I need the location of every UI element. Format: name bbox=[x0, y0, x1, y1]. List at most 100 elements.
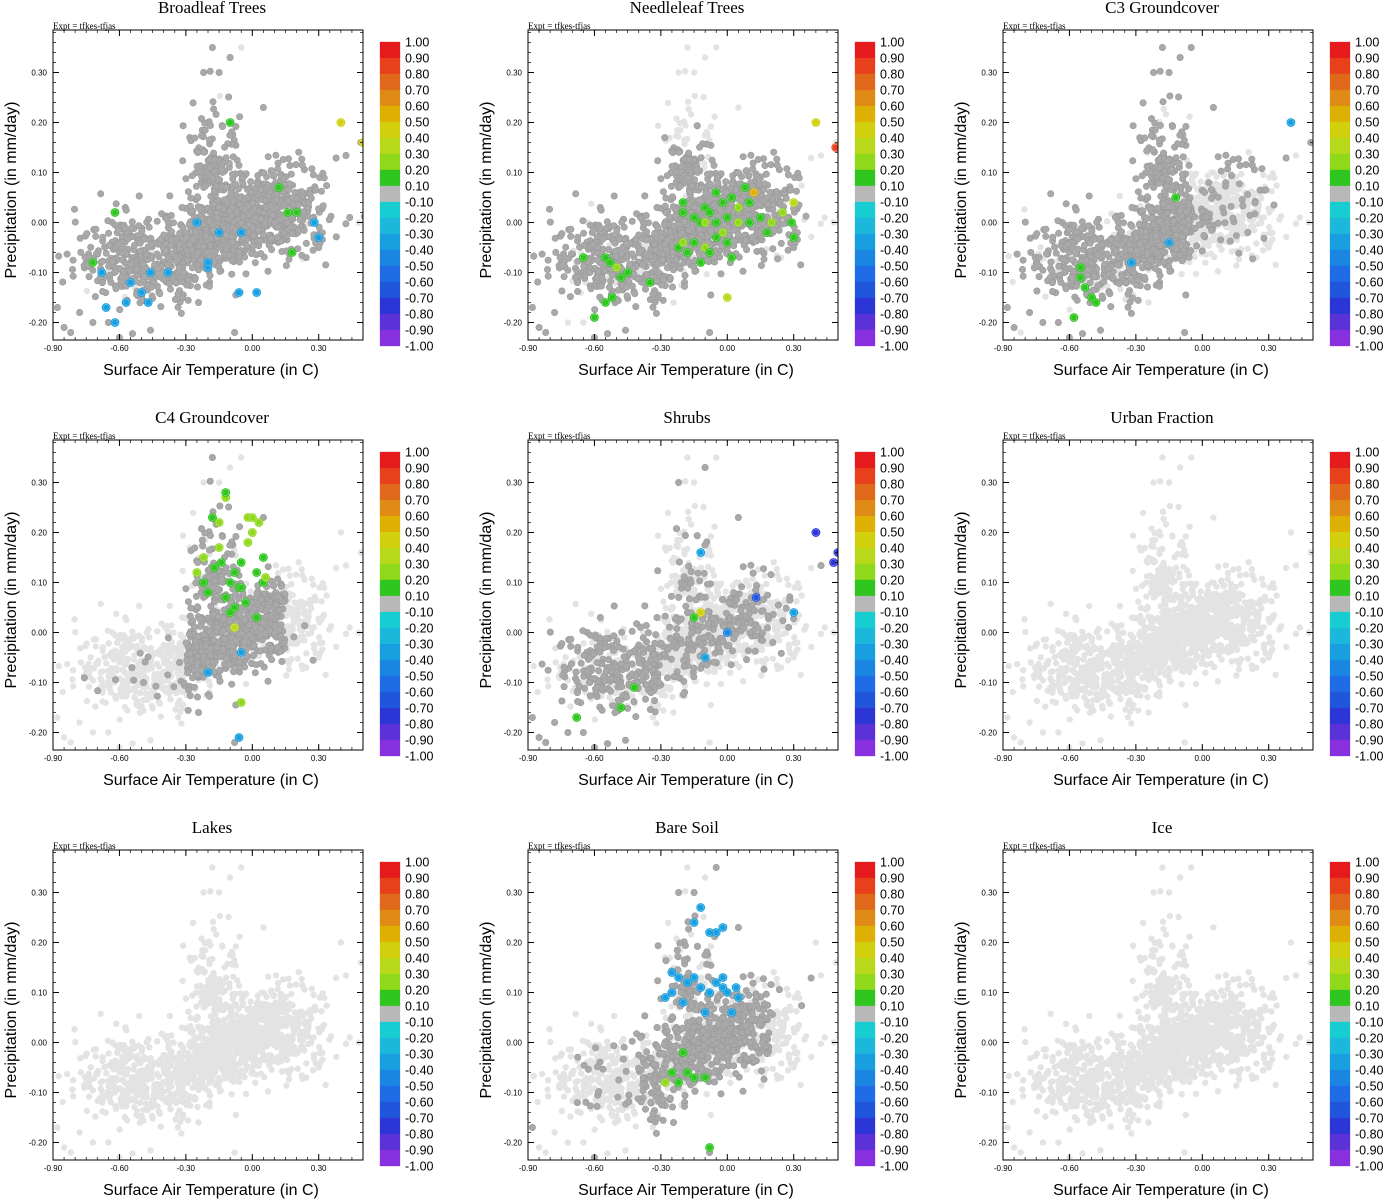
background-point bbox=[735, 104, 742, 111]
colorbar-label: -0.70 bbox=[405, 292, 434, 306]
colorbar-cell bbox=[379, 329, 401, 347]
x-tick-label: 0.00 bbox=[244, 344, 260, 353]
neutral-point bbox=[312, 186, 320, 194]
neutral-point bbox=[99, 287, 107, 295]
neutral-point bbox=[628, 217, 636, 225]
neutral-point bbox=[53, 303, 61, 311]
neutral-point bbox=[268, 246, 276, 254]
neutral-point bbox=[218, 166, 226, 174]
neutral-point bbox=[166, 192, 174, 200]
neutral-point bbox=[272, 151, 280, 159]
background-point bbox=[700, 93, 707, 101]
background-point bbox=[564, 319, 572, 326]
background-point bbox=[580, 319, 587, 326]
neutral-point bbox=[115, 240, 123, 248]
neutral-point bbox=[185, 276, 193, 284]
neutral-point bbox=[204, 204, 212, 212]
neutral-point bbox=[283, 219, 291, 227]
neutral-point bbox=[286, 162, 294, 170]
background-point bbox=[677, 126, 684, 134]
neutral-point bbox=[193, 261, 201, 269]
panel-title: Broadleaf Trees bbox=[158, 0, 266, 17]
neutral-point bbox=[200, 148, 208, 156]
neutral-point bbox=[315, 205, 323, 213]
neutral-point bbox=[92, 225, 100, 233]
neutral-point bbox=[236, 113, 244, 121]
neutral-point bbox=[247, 178, 255, 186]
expt-label: Expt = tfkes-tfjas bbox=[528, 21, 591, 31]
neutral-point bbox=[135, 222, 143, 230]
neutral-point bbox=[87, 243, 95, 251]
highlight-point-ring bbox=[110, 208, 120, 217]
highlight-point-ring bbox=[225, 118, 235, 127]
neutral-point bbox=[93, 250, 101, 258]
neutral-point bbox=[315, 223, 323, 231]
background-point bbox=[808, 233, 815, 241]
neutral-point bbox=[235, 253, 243, 261]
neutral-point bbox=[194, 149, 202, 157]
neutral-point bbox=[695, 196, 703, 204]
colorbar-label: 0.70 bbox=[405, 84, 429, 98]
neutral-point bbox=[225, 93, 233, 101]
neutral-point bbox=[151, 261, 159, 269]
neutral-point bbox=[271, 219, 279, 227]
colorbar-cell bbox=[379, 153, 401, 171]
neutral-point bbox=[222, 231, 230, 239]
neutral-point bbox=[232, 123, 240, 131]
neutral-point bbox=[239, 173, 247, 181]
neutral-point bbox=[153, 282, 161, 290]
colorbar-label: -0.30 bbox=[405, 228, 434, 242]
neutral-point bbox=[193, 193, 201, 201]
neutral-point bbox=[231, 328, 239, 336]
neutral-point bbox=[118, 256, 126, 264]
neutral-point bbox=[739, 153, 747, 161]
neutral-point bbox=[222, 183, 230, 191]
background-point bbox=[711, 113, 718, 120]
neutral-point bbox=[206, 67, 214, 75]
neutral-point bbox=[147, 326, 155, 334]
neutral-point bbox=[92, 232, 100, 240]
colorbar-label: 0.90 bbox=[405, 52, 429, 66]
colorbar-cell bbox=[379, 297, 401, 315]
neutral-point bbox=[214, 214, 222, 222]
neutral-point bbox=[770, 148, 778, 156]
expt-label: Expt = tfkes-tfjas bbox=[53, 21, 116, 31]
neutral-point bbox=[621, 326, 629, 334]
highlight-point-ring bbox=[314, 233, 324, 242]
colorbar-label: 0.30 bbox=[405, 148, 429, 162]
background-point bbox=[685, 105, 692, 113]
neutral-point bbox=[193, 162, 201, 170]
neutral-point bbox=[244, 194, 252, 202]
neutral-point bbox=[292, 161, 300, 169]
colorbar-cell bbox=[379, 233, 401, 251]
background-point bbox=[701, 132, 709, 139]
neutral-point bbox=[302, 239, 310, 247]
colorbar-cell bbox=[379, 201, 401, 219]
neutral-point bbox=[191, 134, 199, 142]
neutral-point bbox=[216, 267, 224, 275]
neutral-point bbox=[136, 247, 144, 255]
neutral-point bbox=[127, 224, 135, 232]
background-point bbox=[684, 44, 691, 51]
background-point bbox=[681, 136, 688, 144]
highlight-point-ring bbox=[309, 218, 319, 227]
neutral-point bbox=[187, 194, 195, 202]
highlight-point-ring bbox=[283, 208, 293, 217]
neutral-point bbox=[285, 255, 293, 263]
highlight-point-ring bbox=[126, 278, 135, 287]
y-axis-label: Precipitation (in mm/day) bbox=[3, 102, 20, 279]
neutral-point bbox=[201, 119, 209, 127]
neutral-point bbox=[259, 104, 267, 112]
colorbar-cell bbox=[379, 185, 401, 203]
neutral-point bbox=[179, 122, 187, 130]
x-tick-label: -0.30 bbox=[177, 344, 196, 353]
neutral-point bbox=[247, 188, 255, 196]
neutral-point bbox=[229, 153, 237, 161]
neutral-point bbox=[206, 217, 214, 225]
background-point bbox=[703, 271, 710, 278]
neutral-point bbox=[203, 248, 211, 256]
neutral-point bbox=[76, 308, 84, 316]
neutral-point bbox=[209, 98, 217, 106]
colorbar-label: -0.40 bbox=[405, 244, 434, 258]
neutral-point bbox=[302, 254, 310, 262]
